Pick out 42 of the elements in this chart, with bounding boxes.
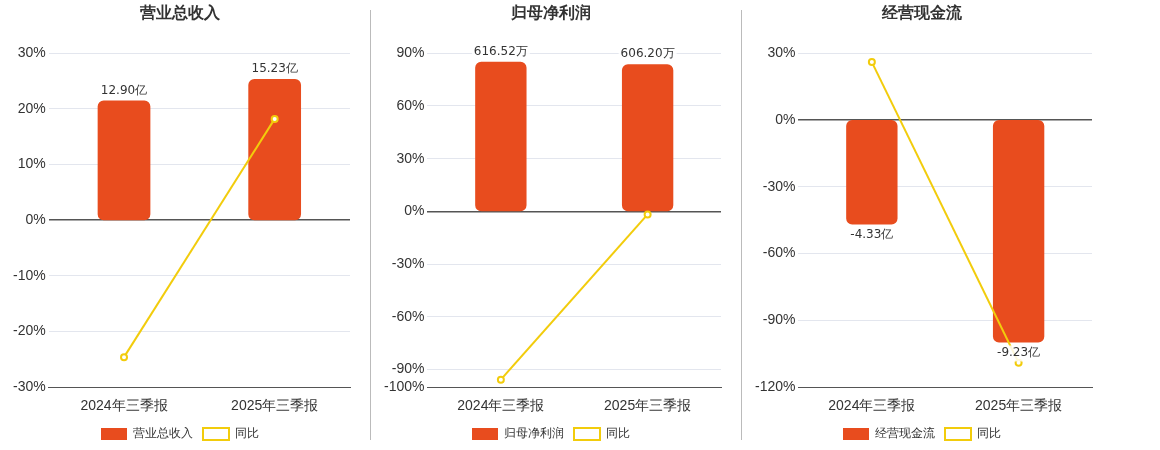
y-tick-label: 90% <box>396 44 425 61</box>
legend-label: 归母净利润 <box>504 426 564 441</box>
y-tick-label: 30% <box>767 44 796 61</box>
y-tick-label: -30% <box>762 177 796 194</box>
chart-title: 归母净利润 <box>510 2 591 22</box>
y-tick-label: -100% <box>384 378 425 395</box>
y-tick-label: 20% <box>17 99 46 116</box>
x-tick-label: 2025年三季报 <box>975 397 1063 414</box>
y-tick-label: 0% <box>404 202 425 219</box>
legend-label: 经营现金流 <box>875 426 935 441</box>
data-label: 12.90亿 <box>100 82 148 97</box>
y-tick-label: 60% <box>396 96 425 113</box>
y-tick-label: 0% <box>25 211 46 228</box>
x-tick-label: 2024年三季报 <box>80 397 168 414</box>
x-tick-label: 2024年三季报 <box>828 397 916 414</box>
legend-label: 营业总收入 <box>133 426 193 441</box>
x-tick-label: 2025年三季报 <box>231 397 319 414</box>
y-tick-label: -120% <box>755 378 796 395</box>
data-label: 15.23亿 <box>251 61 298 76</box>
y-tick-label: -30% <box>391 255 425 272</box>
y-tick-label: 30% <box>396 149 425 166</box>
legend-label: 同比 <box>235 426 259 441</box>
data-label: 606.20万 <box>620 46 675 61</box>
x-tick-label: 2025年三季报 <box>604 397 692 414</box>
data-label: -9.23亿 <box>997 344 1041 359</box>
x-tick-label: 2024年三季报 <box>457 397 545 414</box>
chart-title: 经营现金流 <box>881 2 963 22</box>
legend-label: 同比 <box>977 426 1001 441</box>
y-tick-label: -60% <box>762 244 796 261</box>
y-tick-label: -90% <box>391 360 425 377</box>
y-tick-label: -60% <box>391 307 425 324</box>
y-tick-label: -20% <box>13 322 46 339</box>
data-label: 616.52万 <box>473 43 528 58</box>
chart-title: 营业总收入 <box>139 2 221 22</box>
y-tick-label: -30% <box>13 378 46 395</box>
y-tick-label: -10% <box>13 266 46 283</box>
data-label: -4.33亿 <box>850 226 894 241</box>
y-tick-label: 0% <box>775 110 796 127</box>
y-tick-label: 30% <box>17 44 46 61</box>
y-tick-label: 10% <box>17 155 46 172</box>
y-tick-label: -90% <box>762 311 796 328</box>
legend-label: 同比 <box>606 426 630 441</box>
